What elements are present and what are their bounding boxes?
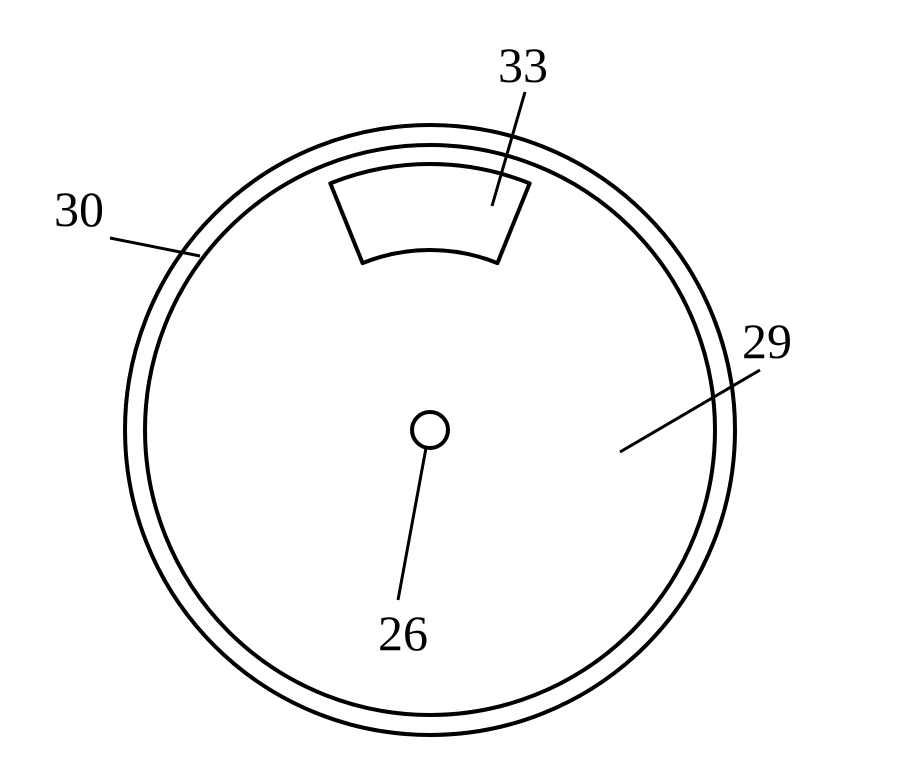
callout-label-30: 30 (54, 180, 104, 238)
leader-line-33 (492, 92, 525, 206)
callout-label-33: 33 (498, 36, 548, 94)
leader-line-26 (398, 448, 426, 600)
technical-diagram (0, 0, 906, 770)
center-hole (412, 412, 448, 448)
outer-circle (125, 125, 735, 735)
callout-label-26: 26 (378, 604, 428, 662)
callout-label-29: 29 (742, 312, 792, 370)
inner-circle (145, 145, 715, 715)
leader-line-29 (620, 370, 760, 452)
